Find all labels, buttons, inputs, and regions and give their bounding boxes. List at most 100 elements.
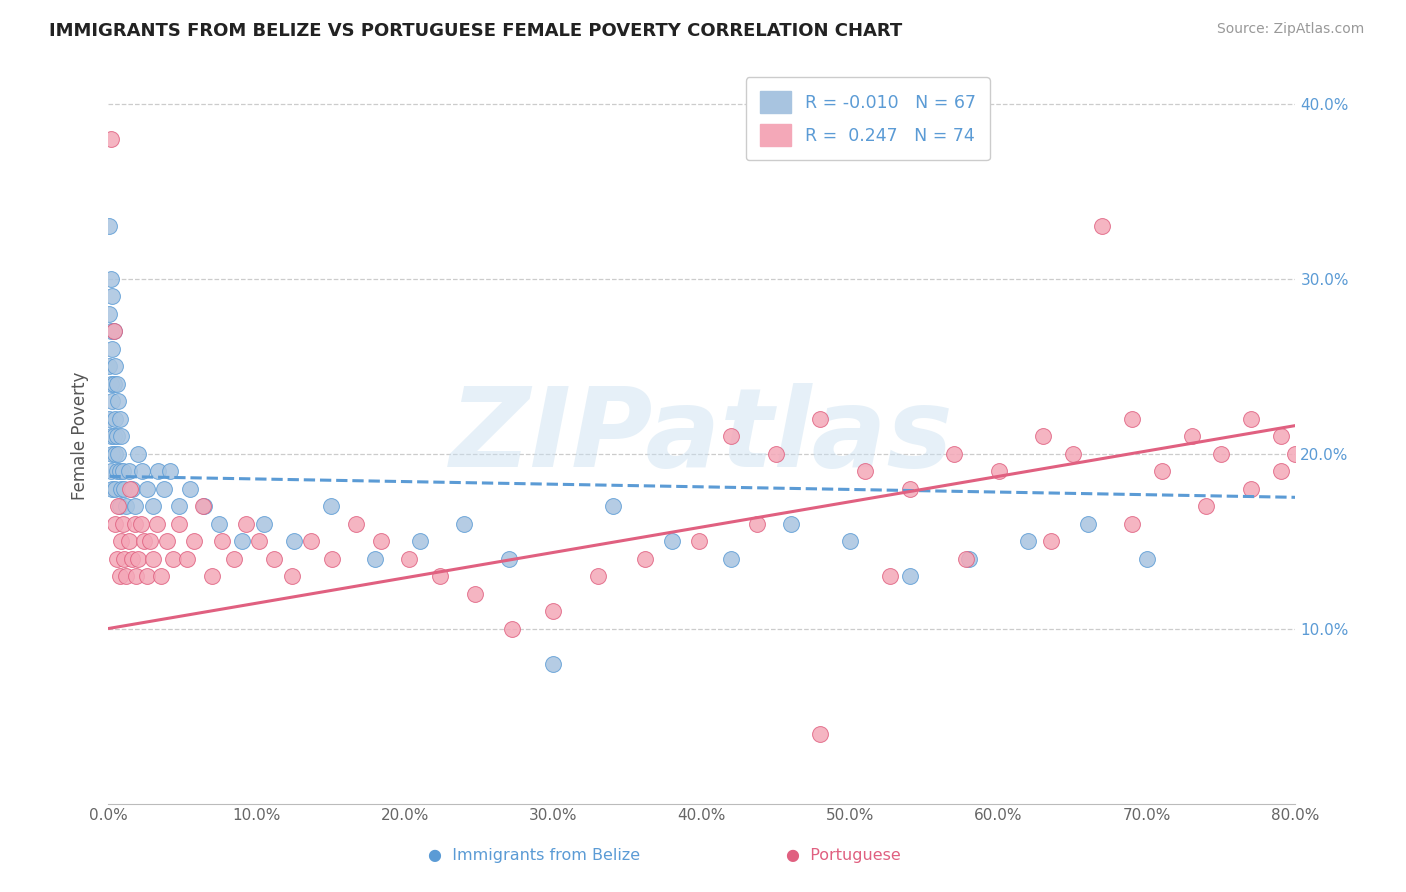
Point: [141, 551, 163, 566]
Point: [879, 569, 901, 583]
Point: [110, 482, 132, 496]
Point: [101, 342, 124, 356]
Point: [107, 446, 129, 460]
Point: [253, 516, 276, 531]
Point: [100, 324, 122, 338]
Point: [104, 446, 127, 460]
Point: [370, 534, 392, 549]
Point: [779, 516, 801, 531]
Point: [107, 394, 129, 409]
Point: [409, 534, 432, 549]
Text: ●  Immigrants from Belize: ● Immigrants from Belize: [429, 848, 640, 863]
Point: [124, 516, 146, 531]
Point: [661, 534, 683, 549]
Point: [1180, 429, 1202, 443]
Point: [957, 551, 980, 566]
Y-axis label: Female Poverty: Female Poverty: [72, 372, 89, 500]
Point: [108, 411, 131, 425]
Point: [810, 411, 832, 425]
Point: [839, 534, 862, 549]
Text: IMMIGRANTS FROM BELIZE VS PORTUGUESE FEMALE POVERTY CORRELATION CHART: IMMIGRANTS FROM BELIZE VS PORTUGUESE FEM…: [49, 22, 903, 40]
Point: [1270, 464, 1292, 478]
Point: [319, 499, 342, 513]
Point: [602, 499, 624, 513]
Text: ●  Portuguese: ● Portuguese: [786, 848, 901, 863]
Point: [167, 516, 190, 531]
Point: [1062, 446, 1084, 460]
Point: [263, 551, 285, 566]
Point: [124, 499, 146, 513]
Point: [101, 394, 124, 409]
Point: [108, 499, 131, 513]
Point: [211, 534, 233, 549]
Point: [1091, 219, 1114, 233]
Point: [208, 516, 231, 531]
Point: [100, 429, 122, 443]
Point: [1195, 499, 1218, 513]
Point: [1240, 411, 1263, 425]
Point: [745, 516, 768, 531]
Point: [201, 569, 224, 583]
Point: [1017, 534, 1039, 549]
Point: [1284, 446, 1306, 460]
Point: [114, 499, 136, 513]
Point: [853, 464, 876, 478]
Point: [898, 482, 921, 496]
Point: [765, 446, 787, 460]
Point: [101, 482, 124, 496]
Point: [299, 534, 322, 549]
Point: [364, 551, 387, 566]
Point: [111, 516, 134, 531]
Point: [344, 516, 367, 531]
Point: [141, 499, 163, 513]
Point: [1121, 516, 1143, 531]
Point: [121, 551, 143, 566]
Point: [105, 429, 128, 443]
Point: [987, 464, 1010, 478]
Point: [231, 534, 253, 549]
Point: [125, 569, 148, 583]
Point: [183, 534, 205, 549]
Point: [118, 534, 141, 549]
Point: [98, 219, 121, 233]
Point: [283, 534, 305, 549]
Point: [543, 604, 565, 618]
Point: [103, 376, 125, 391]
Point: [127, 551, 149, 566]
Point: [127, 446, 149, 460]
Point: [107, 499, 129, 513]
Point: [720, 551, 742, 566]
Point: [398, 551, 420, 566]
Point: [235, 516, 257, 531]
Point: [104, 482, 127, 496]
Point: [100, 271, 122, 285]
Point: [153, 482, 176, 496]
Point: [118, 464, 141, 478]
Point: [1240, 482, 1263, 496]
Point: [810, 726, 832, 740]
Point: [98, 411, 121, 425]
Point: [281, 569, 304, 583]
Point: [98, 359, 121, 373]
Point: [1136, 551, 1159, 566]
Point: [135, 482, 157, 496]
Point: [955, 551, 977, 566]
Point: [1077, 516, 1099, 531]
Point: [121, 482, 143, 496]
Point: [501, 622, 523, 636]
Point: [943, 446, 966, 460]
Point: [543, 657, 565, 671]
Point: [898, 569, 921, 583]
Point: [100, 464, 122, 478]
Point: [688, 534, 710, 549]
Point: [179, 482, 201, 496]
Point: [135, 569, 157, 583]
Point: [1032, 429, 1054, 443]
Point: [193, 499, 215, 513]
Point: [108, 569, 131, 583]
Point: [120, 482, 142, 496]
Point: [1211, 446, 1233, 460]
Point: [1121, 411, 1143, 425]
Point: [100, 376, 122, 391]
Point: [429, 569, 451, 583]
